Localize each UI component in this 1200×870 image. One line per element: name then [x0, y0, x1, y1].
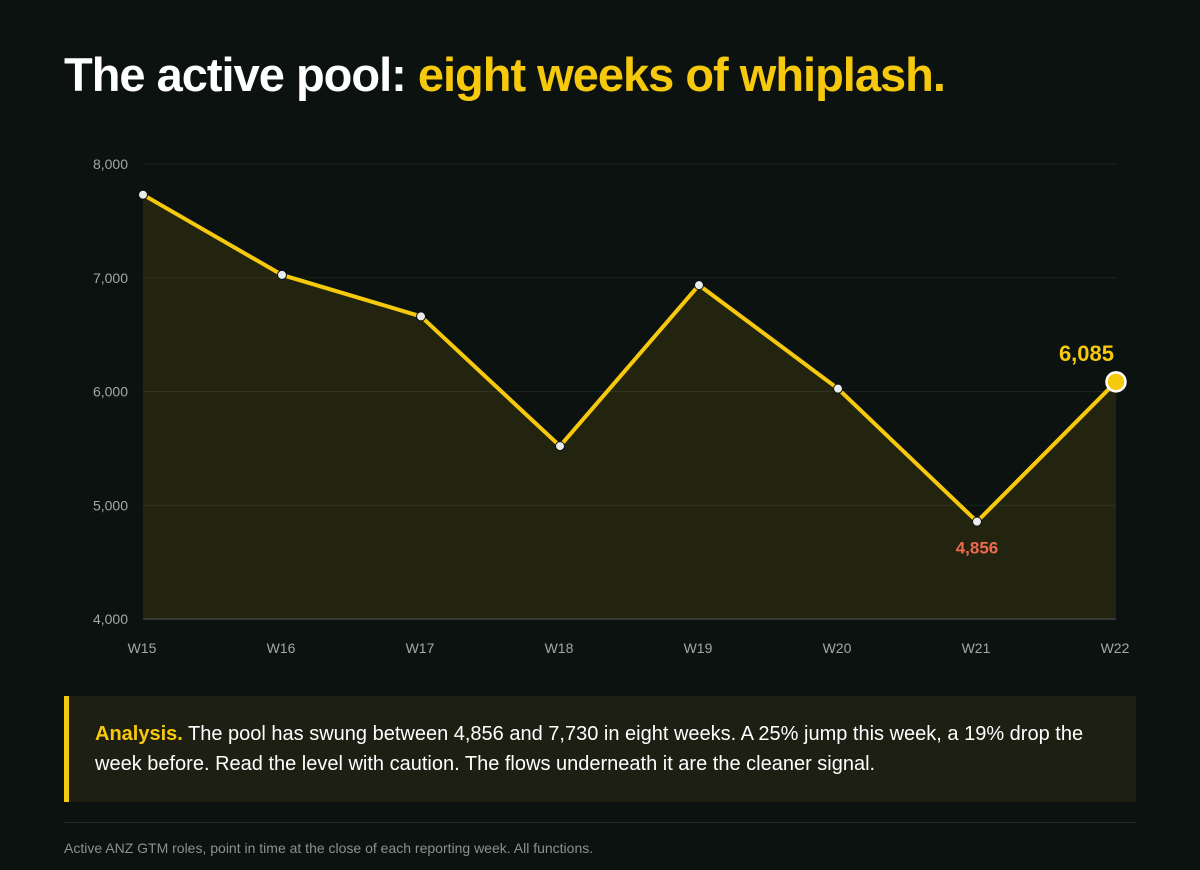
analysis-lead: Analysis.: [95, 723, 183, 745]
y-tick-label: 8,000: [93, 156, 128, 172]
highlight-point: [1105, 371, 1127, 393]
series-line: [141, 192, 1118, 524]
data-point: [833, 383, 843, 394]
x-tick-label: W19: [684, 640, 713, 656]
x-tick-label: W20: [823, 640, 852, 656]
data-point: [972, 516, 982, 527]
title-lead: The active pool:: [64, 48, 418, 101]
x-tick-label: W22: [1101, 640, 1130, 656]
analysis-callout: Analysis. The pool has swung between 4,8…: [64, 696, 1136, 802]
x-tick-label: W18: [545, 640, 574, 656]
data-point: [416, 311, 426, 322]
x-tick-label: W17: [406, 640, 435, 656]
data-point: [277, 269, 287, 280]
x-tick-label: W21: [962, 640, 991, 656]
footnote: Active ANZ GTM roles, point in time at t…: [64, 840, 594, 856]
analysis-text: The pool has swung between 4,856 and 7,7…: [95, 723, 1084, 775]
data-point: [555, 441, 565, 452]
low-value-label: 4,856: [956, 539, 999, 558]
x-tick-label: W16: [267, 640, 296, 656]
page-title: The active pool: eight weeks of whiplash…: [64, 48, 946, 102]
y-tick-label: 6,000: [93, 384, 128, 400]
y-tick-label: 4,000: [93, 611, 128, 627]
footer-divider: [64, 822, 1136, 823]
y-tick-label: 5,000: [93, 497, 128, 513]
latest-value-label: 6,085: [1059, 341, 1114, 366]
x-tick-label: W15: [128, 640, 157, 656]
data-point: [694, 280, 704, 291]
series-area: [143, 194, 1116, 619]
title-highlight: eight weeks of whiplash.: [417, 48, 946, 101]
y-tick-label: 7,000: [93, 270, 128, 286]
data-point: [138, 189, 148, 200]
line-chart: 4,000 5,000 6,000 7,000 8,000 W15 W16 W17 W18 W19…: [93, 156, 1130, 656]
